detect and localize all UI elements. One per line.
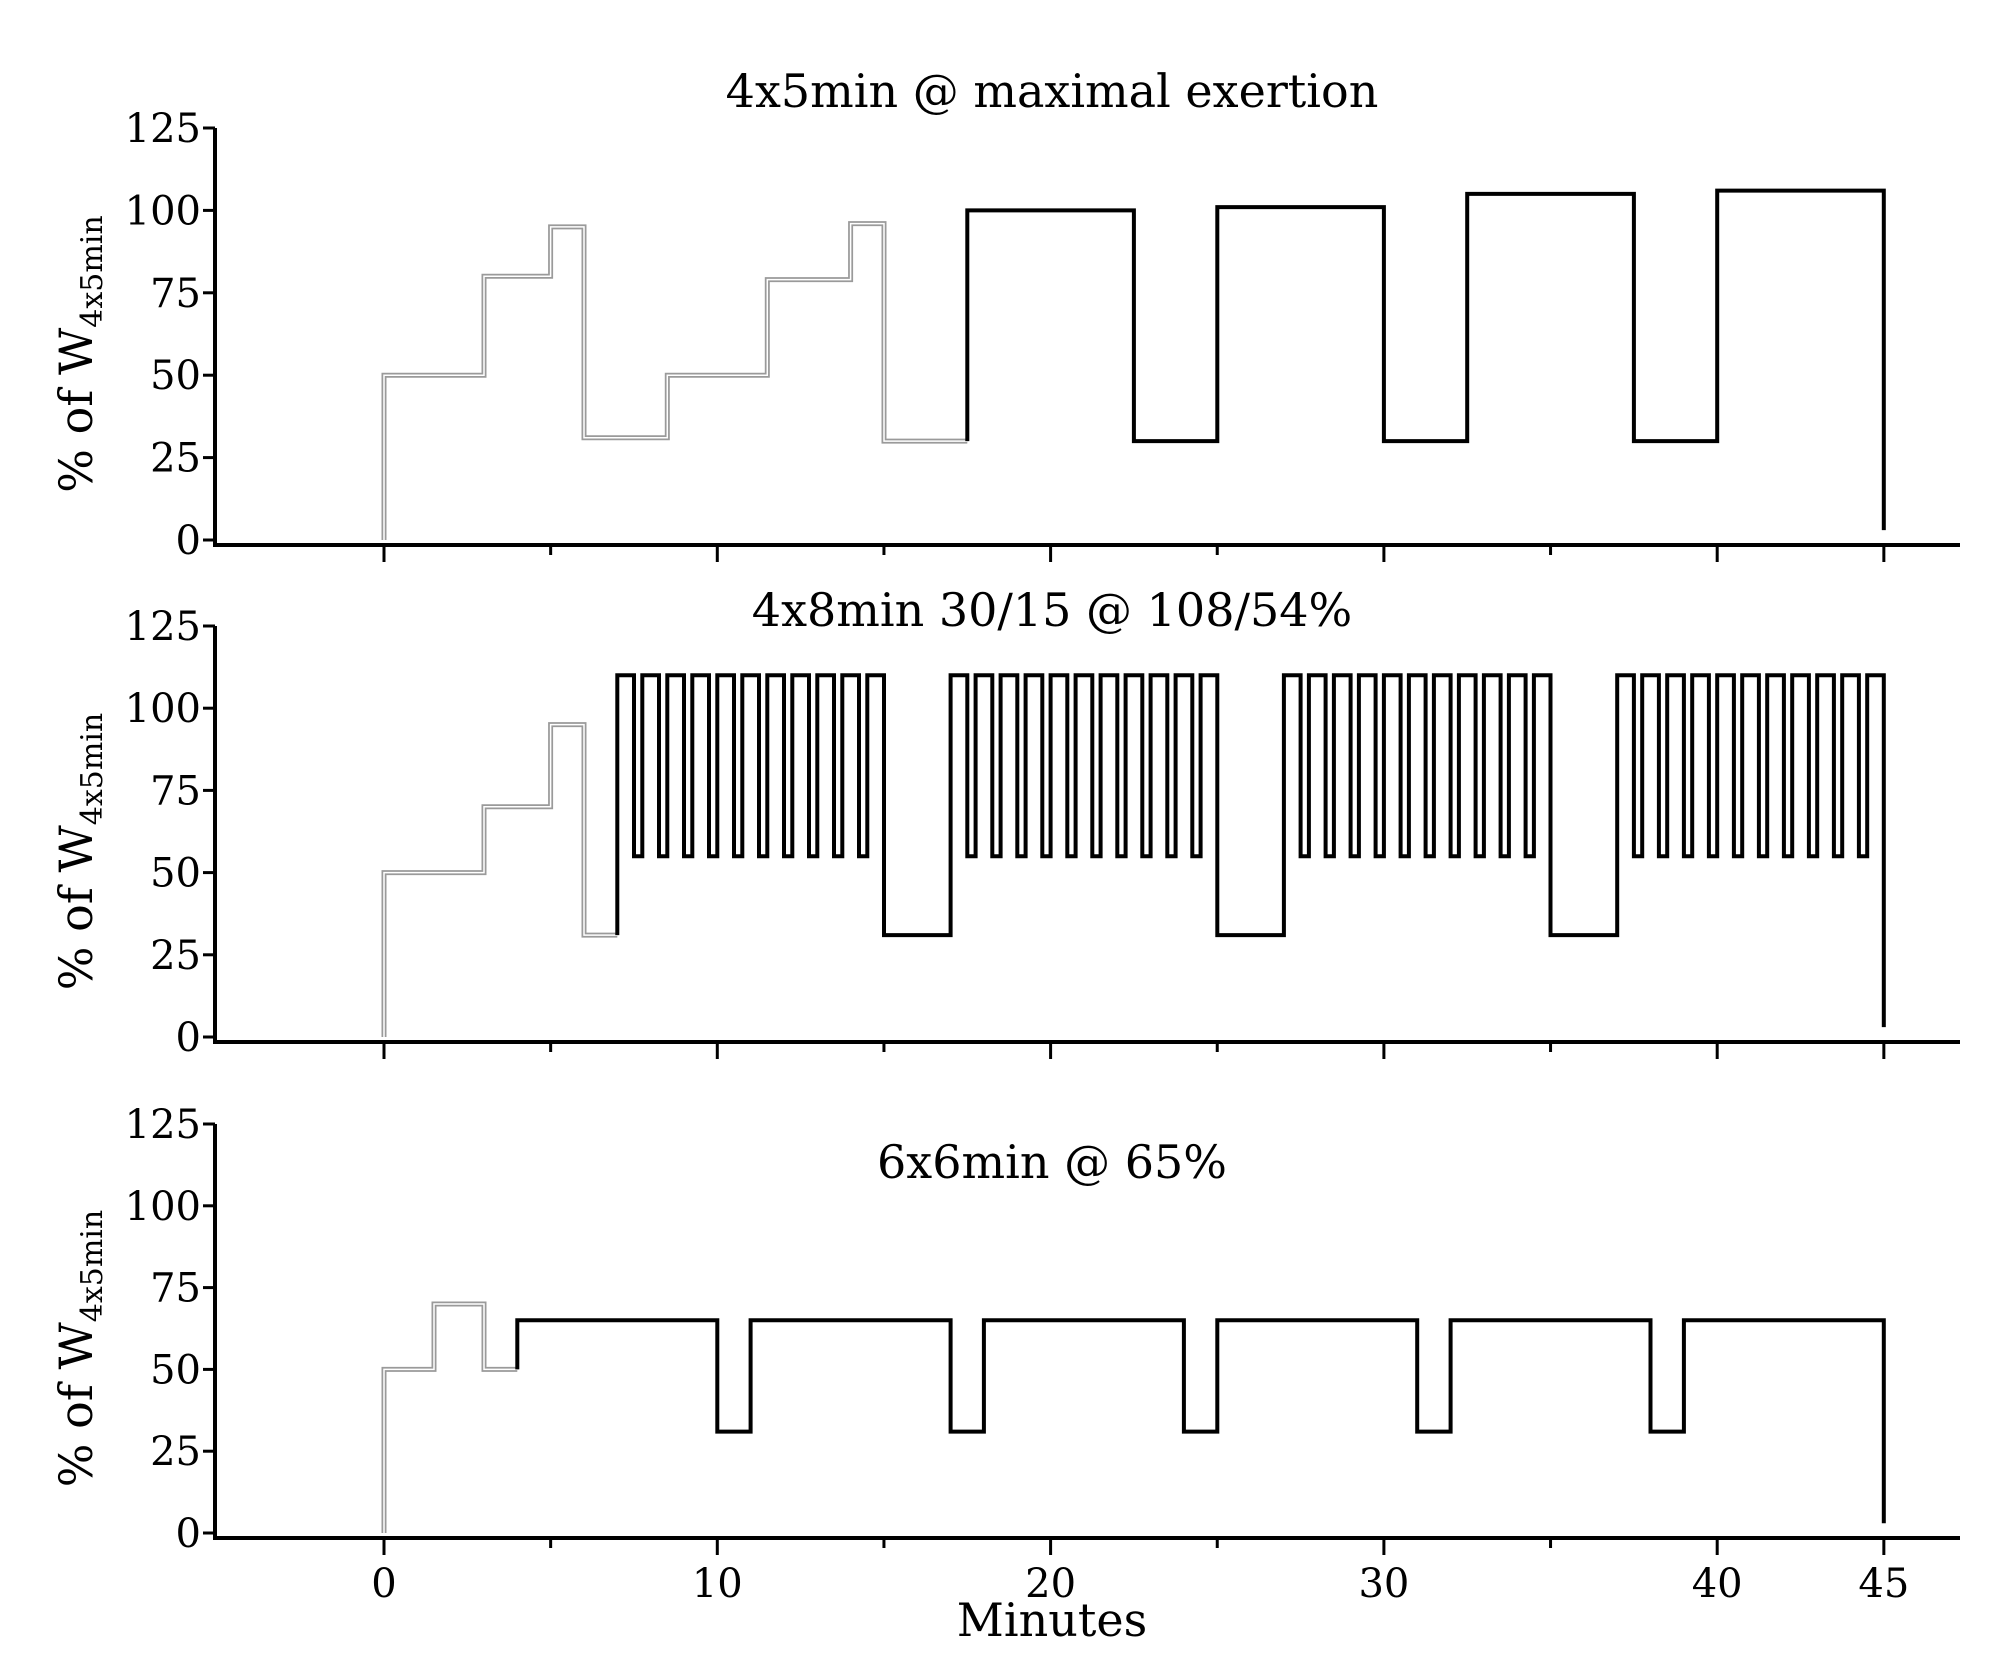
warmup-series-core [383, 723, 618, 1037]
y-tick-label: 0 [176, 1015, 201, 1061]
main-series-line [515, 1318, 1886, 1524]
warmup-series-core [383, 222, 968, 540]
chart-title: 4x8min 30/15 @ 108/54% [752, 583, 1352, 637]
y-tick-label: 50 [150, 353, 201, 399]
y-tick-label: 0 [176, 1511, 201, 1557]
y-tick-label: 50 [150, 851, 201, 897]
y-tick-label: 75 [150, 1266, 201, 1312]
chart-panel-3: 6x6min @ 65% 0 25 50 75 100 125 0 10 20 30 40 45 % of… [49, 1102, 1960, 1607]
y-axis-label: % of W4x5min [49, 215, 110, 492]
chart-title: 6x6min @ 65% [877, 1135, 1227, 1189]
x-tick-label: 20 [1025, 1561, 1076, 1607]
y-tick-label: 125 [125, 106, 201, 152]
x-tick-label: 45 [1858, 1561, 1909, 1607]
chart-title: 4x5min @ maximal exertion [726, 64, 1379, 118]
y-tick-label: 75 [150, 271, 201, 317]
chart-panel-2: 4x8min 30/15 @ 108/54% 0 25 50 75 100 125 % of … [49, 583, 1960, 1061]
warmup-series-core [383, 1303, 518, 1533]
x-axis-label: Minutes [957, 1593, 1147, 1647]
y-tick-label: 100 [125, 686, 201, 732]
warmup-series-line [381, 722, 618, 1037]
y-axis-label: % of W4x5min [49, 1210, 110, 1487]
y-tick-label: 125 [125, 1102, 201, 1148]
y-tick-label: 75 [150, 768, 201, 814]
y-tick-label: 100 [125, 188, 201, 234]
warmup-series-line [381, 1301, 518, 1533]
y-axis-label: % of W4x5min [49, 713, 110, 990]
x-tick-label: 30 [1358, 1561, 1409, 1607]
warmup-series-line [381, 221, 968, 540]
y-tick-label: 125 [125, 604, 201, 650]
y-tick-label: 25 [150, 436, 201, 482]
main-series-line [615, 673, 1886, 1028]
y-tick-label: 100 [125, 1184, 201, 1230]
main-series-line [965, 188, 1886, 531]
y-tick-label: 0 [176, 518, 201, 564]
y-tick-label: 25 [150, 933, 201, 979]
y-tick-label: 25 [150, 1429, 201, 1475]
chart-panel-1: 4x5min @ maximal exertion 0 25 50 75 100 125 % … [49, 64, 1960, 564]
y-tick-label: 50 [150, 1347, 201, 1393]
x-tick-label: 0 [371, 1561, 396, 1607]
x-tick-label: 10 [692, 1561, 743, 1607]
x-tick-label: 40 [1692, 1561, 1743, 1607]
